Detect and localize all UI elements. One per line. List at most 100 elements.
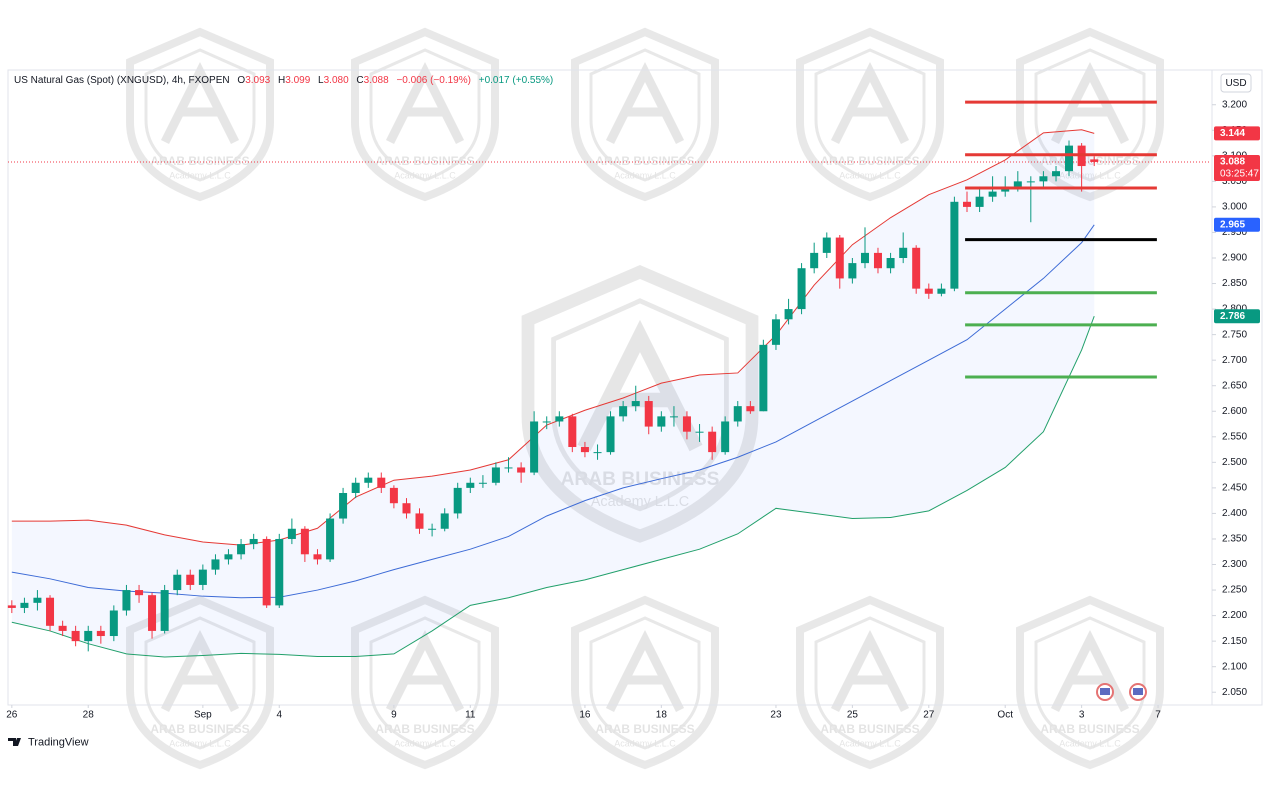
candle-body [428, 528, 437, 530]
watermark-name: ARAB BUSINESS [820, 154, 919, 168]
y-tick-label: 2.500 [1222, 457, 1247, 468]
y-tick-label: 2.150 [1222, 636, 1247, 647]
watermark-mark [385, 629, 465, 713]
candle-body [721, 421, 730, 453]
watermark-mark [160, 61, 240, 145]
watermark-mark [830, 629, 910, 713]
watermark-shield-inner [369, 48, 481, 182]
y-tick-label: 3.050 [1222, 176, 1247, 187]
watermark-mark [577, 319, 703, 452]
x-tick-label: 7 [1155, 710, 1161, 721]
candle-body [351, 482, 360, 493]
price-label: 2.965 [1220, 219, 1245, 230]
x-tick-label: 3 [1079, 710, 1085, 721]
watermark-sub: Academy L.L.C [839, 170, 901, 180]
watermark-shield [351, 27, 499, 202]
symbol-title: US Natural Gas (Spot) (XNGUSD), 4h, FXOP… [14, 75, 230, 86]
watermark: ARAB BUSINESS Academy L.L.C [796, 595, 944, 770]
indicator-line [11, 129, 1095, 546]
watermark-shield [796, 27, 944, 202]
watermark-shield-inner [144, 616, 256, 750]
candle-body [453, 487, 462, 514]
candle-body [746, 406, 755, 412]
change-after: +0.017 (+0.55%) [478, 75, 554, 86]
candle-body [657, 416, 666, 427]
watermark-sub: Academy L.L.C [591, 494, 689, 510]
candle-body [478, 482, 487, 484]
x-tick-label: 26 [6, 710, 18, 721]
y-tick-label: 2.300 [1222, 559, 1247, 570]
y-tick-label: 2.850 [1222, 278, 1247, 289]
legend-header: US Natural Gas (Spot) (XNGUSD), 4h, FXOP… [14, 75, 558, 86]
watermark-shield [126, 595, 274, 770]
candle-body [33, 597, 42, 603]
candle-body [810, 252, 819, 269]
candle-body [326, 518, 335, 560]
candle-body [669, 416, 678, 418]
y-tick-label: 2.050 [1222, 687, 1247, 698]
candle-body [377, 477, 386, 488]
band-fill [11, 129, 1095, 657]
candle-body [135, 590, 144, 596]
currency: USD [1225, 78, 1246, 89]
x-tick-label: 25 [847, 710, 859, 721]
candle-body [873, 252, 882, 269]
watermark-sub: Academy L.L.C [614, 170, 676, 180]
candle-body [122, 590, 131, 611]
price-label-box [1214, 126, 1260, 141]
y-tick-label: 2.200 [1222, 610, 1247, 621]
candle-body [148, 595, 157, 631]
watermark-shield-inner [589, 616, 701, 750]
y-tick-label: 2.900 [1222, 253, 1247, 264]
x-tick-label: 4 [276, 710, 282, 721]
watermark-mark [1050, 629, 1130, 713]
watermark-shield [796, 595, 944, 770]
candle-body [835, 237, 844, 279]
brand-logo [8, 738, 21, 746]
watermark-shield-inner [1034, 616, 1146, 750]
candle-body [262, 538, 271, 606]
y-tick-label: 2.600 [1222, 406, 1247, 417]
indicator-line [11, 316, 1095, 658]
x-tick-label: Sep [194, 710, 212, 721]
ohlc-key: O [237, 75, 246, 86]
watermark-sub: Academy L.L.C [394, 170, 456, 180]
ohlc-value: 3.099 [285, 75, 311, 86]
watermark-name: ARAB BUSINESS [820, 722, 919, 736]
y-tick-label: 2.100 [1222, 661, 1247, 672]
candle-body [1090, 159, 1099, 162]
price-label: 3.088 [1220, 157, 1245, 168]
candle-body [530, 421, 539, 473]
candle-body [517, 467, 526, 473]
candle-body [963, 201, 972, 207]
watermark-sub: Academy L.L.C [394, 738, 456, 748]
candle-body [695, 431, 704, 433]
candle-body [211, 559, 220, 570]
candle-body [784, 309, 793, 320]
candle-body [160, 590, 169, 631]
watermark-name: ARAB BUSINESS [375, 722, 474, 736]
x-tick-label: 28 [83, 710, 95, 721]
candle-body [7, 605, 16, 608]
watermark-shield [126, 27, 274, 202]
watermark-shield-inner [369, 616, 481, 750]
candle-body [542, 421, 551, 423]
watermark-shield-inner [144, 48, 256, 182]
watermark-sub: Academy L.L.C [1059, 738, 1121, 748]
watermark-mark [830, 61, 910, 145]
candle-body [287, 528, 296, 539]
price-label-box [1214, 309, 1260, 324]
watermark-sub: Academy L.L.C [169, 738, 231, 748]
watermark-sub: Academy L.L.C [839, 738, 901, 748]
ohlc-key: C [356, 75, 364, 86]
candle-body [759, 344, 768, 412]
watermark-sub: Academy L.L.C [169, 170, 231, 180]
candle-body [924, 288, 933, 294]
brand: TradingView [8, 736, 89, 748]
candle-body [771, 319, 780, 345]
candle-body [1065, 145, 1074, 172]
